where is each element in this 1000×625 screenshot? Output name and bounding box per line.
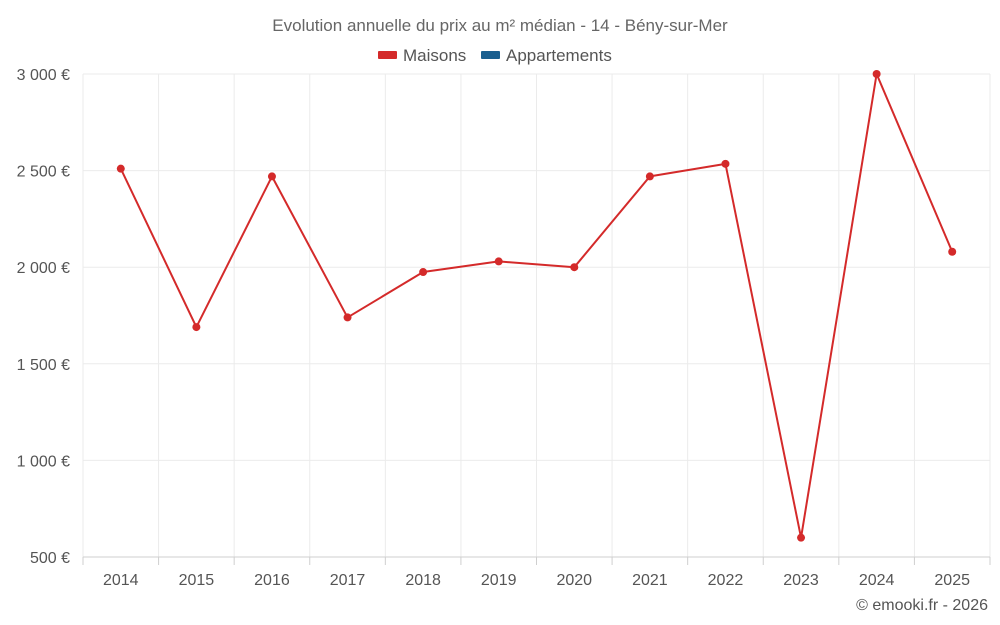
legend: Maisons Appartements (378, 46, 612, 65)
series-maisons (116, 70, 957, 542)
data-point-2014[interactable] (116, 164, 125, 173)
data-point-2015[interactable] (192, 323, 201, 332)
data-point-2021[interactable] (645, 172, 654, 181)
data-point-2022[interactable] (721, 159, 730, 168)
legend-item-maisons[interactable]: Maisons (378, 46, 466, 65)
x-tick-label: 2025 (934, 572, 970, 589)
data-point-2016[interactable] (267, 172, 276, 181)
x-tick-label: 2014 (103, 572, 139, 589)
legend-item-appartements[interactable]: Appartements (481, 46, 612, 65)
y-tick-label: 2 000 € (17, 260, 70, 277)
data-point-2018[interactable] (419, 268, 428, 277)
legend-swatch-appartements (481, 51, 500, 59)
chart-title: Evolution annuelle du prix au m² médian … (272, 16, 728, 35)
legend-label-maisons: Maisons (403, 46, 466, 65)
gridlines (82, 73, 991, 557)
x-tick-label: 2019 (481, 572, 517, 589)
legend-label-appartements: Appartements (506, 46, 612, 65)
y-tick-label: 2 500 € (17, 164, 70, 181)
x-tick-label: 2017 (330, 572, 366, 589)
x-tick-label: 2024 (859, 572, 895, 589)
x-tick-label: 2015 (179, 572, 215, 589)
data-point-2024[interactable] (872, 70, 881, 78)
y-tick-label: 3 000 € (17, 67, 70, 84)
series-line (119, 73, 954, 539)
y-tick-label: 500 € (30, 550, 70, 567)
x-tick-label: 2018 (405, 572, 441, 589)
legend-swatch-maisons (378, 51, 397, 59)
x-tick-label: 2021 (632, 572, 668, 589)
data-point-2020[interactable] (570, 263, 579, 272)
data-point-2023[interactable] (797, 533, 806, 542)
y-axis: 500 € 1 000 € 1 500 € 2 000 € 2 500 € 3 000 € (17, 67, 70, 567)
x-tick-label: 2023 (783, 572, 819, 589)
credit-text: © emooki.fr - 2026 (856, 597, 988, 614)
x-tick-label: 2016 (254, 572, 290, 589)
data-point-2025[interactable] (948, 247, 957, 256)
x-tick-label: 2020 (556, 572, 592, 589)
x-axis: 2014 2015 2016 2017 2018 2019 2020 2021 2022 2023… (82, 556, 991, 589)
x-tick-label: 2022 (708, 572, 744, 589)
y-tick-label: 1 500 € (17, 357, 70, 374)
data-point-2017[interactable] (343, 313, 352, 322)
y-tick-label: 1 000 € (17, 453, 70, 470)
data-point-2019[interactable] (494, 257, 503, 266)
